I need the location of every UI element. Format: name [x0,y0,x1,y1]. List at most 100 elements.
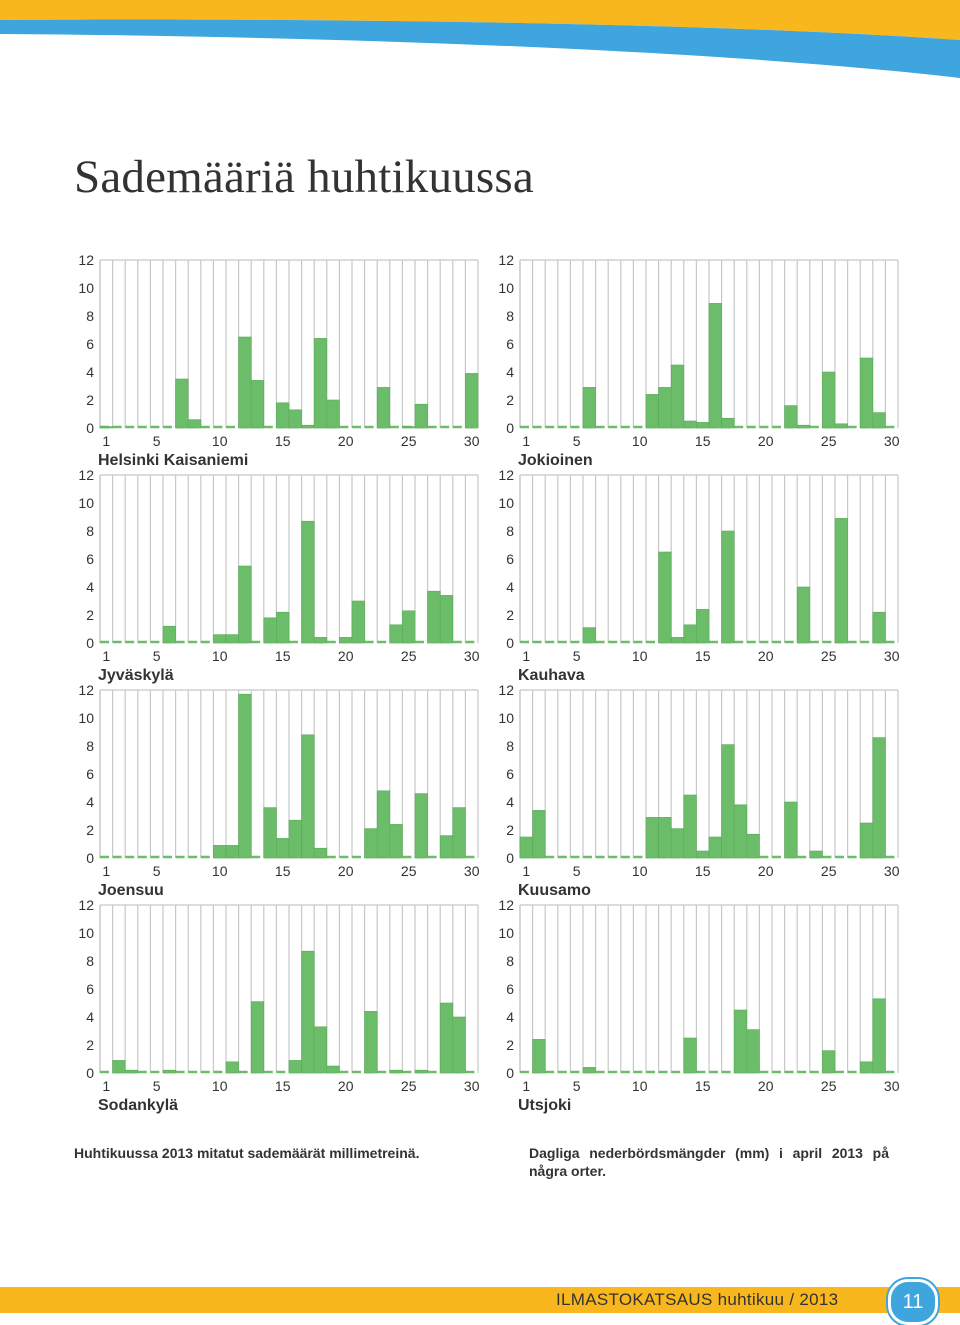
jokioinen-bar-day-29 [872,412,886,429]
jyvaskyla-y-tick-label: 6 [86,551,94,567]
kuusamo-bar-day-12 [658,817,672,859]
kauhava-bar-day-26 [834,518,848,644]
helsinki-kaisaniemi-bar-day-19 [326,399,340,429]
joensuu-bar-day-18 [313,847,328,859]
helsinki-kaisaniemi-bar-day-7 [175,378,189,429]
helsinki-kaisaniemi-bar-day-26 [414,403,428,429]
joensuu-x-tick-label: 30 [464,863,480,879]
utsjoki-bar-day-19 [746,1029,760,1074]
helsinki-kaisaniemi-x-tick-label: 30 [464,433,480,449]
utsjoki-bar-day-18 [733,1009,748,1074]
utsjoki-grid [519,904,899,1073]
helsinki-kaisaniemi-bar-day-8 [187,419,202,429]
kuusamo-station-name: Kuusamo [518,882,591,899]
kuusamo-x-tick-label: 5 [573,863,581,879]
sodankyla-bar-day-22 [364,1011,378,1074]
kauhava-bar-day-13 [670,637,685,644]
kauhava-bar-day-23 [796,586,811,644]
sodankyla-bar-day-6 [162,1069,176,1074]
kuusamo-x-tick-label: 20 [758,863,774,879]
helsinki-kaisaniemi-y-tick-label: 6 [86,336,94,352]
joensuu-y-tick-label: 4 [86,794,94,810]
footer-band [0,1287,960,1313]
jokioinen-bar-day-11 [645,394,659,429]
helsinki-kaisaniemi-bar-day-23 [376,387,391,429]
jyvaskyla-y-tick-label: 10 [78,495,94,511]
jokioinen-bar-day-25 [822,371,836,429]
jokioinen-station-name: Jokioinen [518,452,593,469]
jokioinen-x-tick-label: 20 [758,433,774,449]
kuusamo-y-tick-label: 6 [506,766,514,782]
helsinki-kaisaniemi-y-tick-label: 4 [86,364,94,380]
kauhava-y-tick-label: 6 [506,551,514,567]
kauhava-y-tick-label: 4 [506,579,514,595]
utsjoki-y-tick-label: 2 [506,1037,514,1053]
kauhava-x-tick-label: 1 [522,648,530,664]
helsinki-kaisaniemi-bar-day-30 [465,373,479,429]
jyvaskyla-bar-day-17 [301,520,315,644]
kuusamo-bar-day-14 [683,794,697,859]
kauhava-y-tick-label: 10 [498,495,514,511]
jyvaskyla-x-tick-label: 10 [212,648,228,664]
jokioinen-x-tick-label: 30 [884,433,900,449]
sodankyla-station-name: Sodankylä [98,1097,178,1114]
kuusamo-x-tick-label: 1 [522,863,530,879]
utsjoki-bar-day-2 [532,1039,546,1074]
sodankyla-bar-day-26 [414,1069,428,1074]
utsjoki-x-tick-label: 1 [522,1078,530,1094]
joensuu-bar-day-14 [263,807,277,859]
sodankyla-x-tick-label: 30 [464,1078,480,1094]
kuusamo-bar-day-13 [670,828,685,859]
jokioinen-y-tick-label: 0 [506,420,514,436]
jokioinen-y-tick-label: 12 [498,252,514,268]
helsinki-kaisaniemi-bar-day-17 [301,424,315,429]
jokioinen-x-tick-label: 25 [821,433,837,449]
sodankyla-bar-day-3 [124,1069,139,1074]
kuusamo-bar-day-11 [645,817,659,859]
utsjoki-bar-day-25 [822,1050,836,1074]
kuusamo-bar-day-2 [532,810,546,859]
sodankyla-y-tick-label: 2 [86,1037,94,1053]
helsinki-kaisaniemi-y-tick-label: 2 [86,392,94,408]
helsinki-kaisaniemi-bar-day-25 [402,426,416,429]
jyvaskyla-x-tick-label: 5 [153,648,161,664]
jokioinen-bar-day-16 [708,303,722,429]
joensuu-y-tick-label: 2 [86,822,94,838]
jyvaskyla-y-tick-label: 2 [86,607,94,623]
kuusamo-y-tick-label: 0 [506,850,514,866]
sodankyla-bar-day-17 [301,950,315,1074]
jyvaskyla-bar-day-20 [339,637,353,644]
sodankyla-y-tick-label: 10 [78,925,94,941]
kauhava-x-tick-label: 25 [821,648,837,664]
helsinki-kaisaniemi-y-tick-label: 12 [78,252,94,268]
kuusamo-bar-day-24 [809,850,823,859]
joensuu-bar-day-24 [389,824,403,859]
sodankyla-bar-day-28 [439,1002,454,1074]
utsjoki-y-tick-label: 6 [506,981,514,997]
jyvaskyla-bar-day-21 [351,600,365,644]
joensuu-y-tick-label: 12 [78,682,94,698]
sodankyla-y-tick-label: 0 [86,1065,94,1081]
helsinki-kaisaniemi-bar-day-12 [238,336,252,429]
utsjoki-bar-day-14 [683,1037,697,1074]
jokioinen-y-tick-label: 8 [506,308,514,324]
jokioinen-bar-day-6 [582,387,596,429]
helsinki-kaisaniemi-bar-day-16 [288,409,302,429]
joensuu-bar-day-15 [276,838,290,859]
kuusamo-bar-day-29 [872,737,886,859]
utsjoki-y-tick-label: 10 [498,925,514,941]
joensuu-x-tick-label: 25 [401,863,417,879]
kuusamo-x-tick-label: 30 [884,863,900,879]
jyvaskyla-y-tick-label: 12 [78,467,94,483]
joensuu-bar-day-11 [225,845,239,859]
sodankyla-y-tick-label: 4 [86,1009,94,1025]
joensuu-bar-day-22 [364,828,378,859]
utsjoki-y-tick-label: 4 [506,1009,514,1025]
sodankyla-x-tick-label: 25 [401,1078,417,1094]
helsinki-kaisaniemi-x-tick-label: 5 [153,433,161,449]
